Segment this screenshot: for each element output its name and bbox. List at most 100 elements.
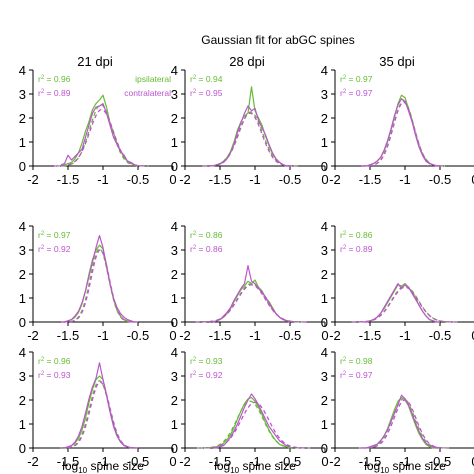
fit-curve-ipsilateral <box>358 398 448 449</box>
y-tick-label: 0 <box>19 159 26 174</box>
fit-curve-ipsilateral <box>60 380 138 449</box>
y-tick-label: 3 <box>19 369 26 384</box>
x-axis-label: log10 spine size <box>364 459 446 474</box>
y-tick-label: 1 <box>19 135 26 150</box>
y-tick-label: 0 <box>321 441 328 456</box>
panel-3: 0 1 2 3 4 -2 -1.5 -1 -0.5 0 r2 = 0.97 r2 = 0.97 <box>321 63 474 187</box>
y-tick-label: 4 <box>19 63 26 78</box>
fit-curve-contralateral <box>351 286 458 323</box>
y-tick-label: 3 <box>19 87 26 102</box>
series-line-contralateral <box>212 105 290 167</box>
series-line-contralateral <box>61 362 138 449</box>
fit-curve-ipsilateral <box>361 100 445 167</box>
panel-6: 0 1 2 3 4 -2 -1.5 -1 -0.5 0 r2 = 0.86 r2 = 0.89 <box>321 219 474 343</box>
y-tick-label: 2 <box>171 393 178 408</box>
fit-curve-contralateral <box>54 108 149 167</box>
x-tick-label: 0 <box>471 454 474 469</box>
fit-curve-contralateral <box>61 381 139 449</box>
x-tick-label: -2 <box>179 172 191 187</box>
y-tick-label: 3 <box>171 87 178 102</box>
r2-label-ipsilateral: r2 = 0.86 <box>340 230 373 240</box>
x-tick-label: -1 <box>249 328 261 343</box>
fit-curve-contralateral <box>195 284 307 323</box>
y-tick-label: 0 <box>19 315 26 330</box>
y-tick-label: 1 <box>171 417 178 432</box>
fit-curve-ipsilateral <box>63 248 136 323</box>
y-tick-label: 2 <box>321 111 328 126</box>
panel-2: 0 1 2 3 4 -2 -1.5 -1 -0.5 0 r2 = 0.94 r2 = 0.95 <box>171 63 329 187</box>
r2-label-contralateral: r2 = 0.92 <box>38 244 71 254</box>
series-line-contralateral <box>212 265 291 323</box>
r2-label-ipsilateral: r2 = 0.86 <box>190 230 223 240</box>
x-tick-label: -2 <box>329 172 341 187</box>
x-tick-label: -0.5 <box>279 454 301 469</box>
legend-entry-contralateral: contralateral <box>124 88 171 98</box>
panel-1: 0 1 2 3 4 -2 -1.5 -1 -0.5 0 r2 = 0.96 r2 = 0.89 ipsi… <box>19 63 177 187</box>
y-tick-label: 4 <box>321 219 328 234</box>
series-line-ipsilateral <box>363 283 440 323</box>
series-line-ipsilateral <box>363 397 440 449</box>
x-tick-label: 0 <box>321 454 328 469</box>
series-line-contralateral <box>363 394 440 449</box>
series-line-ipsilateral <box>363 94 440 167</box>
y-tick-label: 2 <box>171 267 178 282</box>
series-line-contralateral <box>60 102 139 167</box>
series-line-ipsilateral <box>61 244 138 323</box>
x-tick-label: -0.5 <box>279 172 301 187</box>
y-tick-label: 1 <box>19 417 26 432</box>
series-line-contralateral <box>61 235 138 323</box>
x-tick-label: -0.5 <box>429 172 451 187</box>
fit-curve-contralateral <box>63 249 136 323</box>
x-tick-label: -2 <box>27 454 39 469</box>
panel-7: 0 1 2 3 4 -2 -1.5 -1 -0.5 0 r2 = 0.96 r2 = 0.93 <box>19 345 177 469</box>
x-tick-label: 0 <box>169 454 176 469</box>
y-tick-label: 2 <box>321 393 328 408</box>
column-title: 28 dpi <box>229 54 265 69</box>
panel-5: 0 1 2 3 4 -2 -1.5 -1 -0.5 0 r2 = 0.86 r2 = 0.86 <box>171 219 329 343</box>
x-tick-label: -1 <box>97 172 109 187</box>
y-tick-label: 3 <box>19 243 26 258</box>
x-tick-label: -1.5 <box>57 328 79 343</box>
fit-curve-contralateral <box>361 101 445 167</box>
x-axis-labels: log10 spine size log10 spine size log10 sp… <box>62 459 446 474</box>
y-tick-label: 3 <box>171 243 178 258</box>
legend-entry-ipsilateral: ipsilateral <box>135 74 171 84</box>
y-tick-label: 3 <box>321 87 328 102</box>
x-tick-label: -1 <box>399 172 411 187</box>
x-tick-label: -2 <box>179 454 191 469</box>
series-line-contralateral <box>213 393 291 449</box>
y-tick-label: 4 <box>19 219 26 234</box>
x-tick-label: 0 <box>471 328 474 343</box>
x-tick-label: -2 <box>329 454 341 469</box>
y-tick-label: 1 <box>321 135 328 150</box>
x-tick-label: -1 <box>97 454 109 469</box>
r2-label-ipsilateral: r2 = 0.97 <box>340 74 373 84</box>
x-tick-label: -1 <box>249 454 261 469</box>
x-tick-label: -1.5 <box>359 328 381 343</box>
y-tick-label: 0 <box>171 315 178 330</box>
x-tick-label: 0 <box>471 172 474 187</box>
r2-label-ipsilateral: r2 = 0.98 <box>340 356 373 366</box>
fit-curve-ipsilateral <box>195 282 307 323</box>
y-tick-label: 0 <box>171 441 178 456</box>
x-tick-label: -2 <box>329 328 341 343</box>
x-tick-label: 0 <box>321 328 328 343</box>
series-line-contralateral <box>363 283 440 323</box>
x-tick-label: -0.5 <box>127 454 149 469</box>
fit-curve-contralateral <box>360 399 450 449</box>
r2-label-ipsilateral: r2 = 0.97 <box>38 230 71 240</box>
y-tick-label: 1 <box>321 291 328 306</box>
x-tick-label: -1.5 <box>57 454 79 469</box>
y-tick-label: 0 <box>321 315 328 330</box>
y-tick-label: 3 <box>321 243 328 258</box>
y-tick-label: 0 <box>19 441 26 456</box>
x-tick-label: -0.5 <box>127 328 149 343</box>
y-tick-label: 4 <box>171 345 178 360</box>
fit-curve-ipsilateral <box>203 111 298 167</box>
y-tick-label: 4 <box>171 219 178 234</box>
r2-label-contralateral: r2 = 0.86 <box>190 244 223 254</box>
figure-title: Gaussian fit for abGC spines <box>201 33 354 47</box>
r2-label-contralateral: r2 = 0.97 <box>340 88 373 98</box>
